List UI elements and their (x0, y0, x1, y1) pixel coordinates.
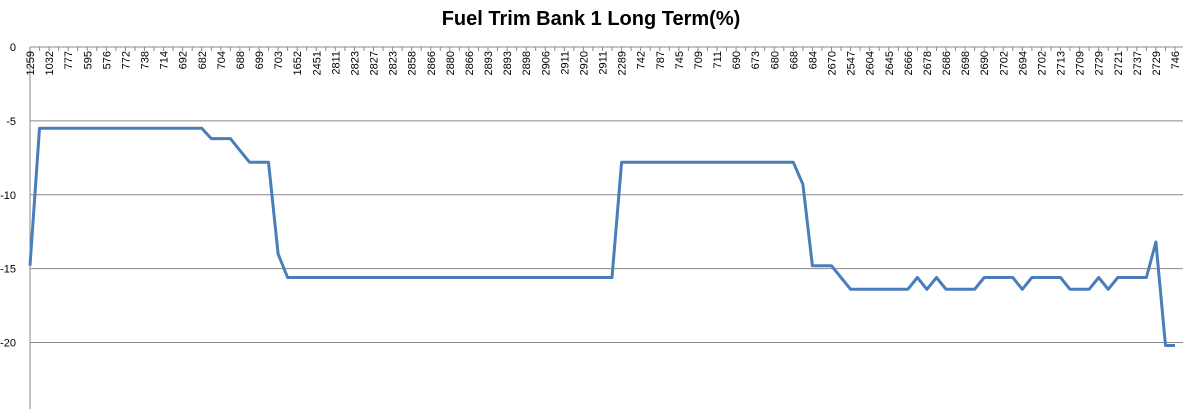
x-tick-label: 711 (712, 51, 724, 69)
x-tick-label: 2713 (1056, 51, 1068, 75)
x-tick-label: 2702 (1036, 51, 1048, 75)
x-tick-label: 2880 (445, 51, 457, 75)
x-tick-label: 2866 (464, 51, 476, 75)
x-tick-label: 2858 (407, 51, 419, 75)
x-tick-label: 1652 (292, 51, 304, 75)
x-tick-label: 704 (216, 51, 228, 69)
x-tick-label: 2547 (846, 51, 858, 75)
x-tick-label: 2698 (960, 51, 972, 75)
x-tick-label: 2709 (1075, 51, 1087, 75)
x-tick-label: 2666 (903, 51, 915, 75)
x-tick-label: 2729 (1151, 51, 1163, 75)
x-tick-label: 595 (82, 51, 94, 69)
x-tick-label: 2686 (941, 51, 953, 75)
x-tick-label: 2694 (1017, 51, 1029, 75)
x-tick-label: 714 (159, 51, 171, 69)
x-tick-label: 2451 (311, 51, 323, 75)
x-tick-label: 745 (674, 51, 686, 69)
x-tick-label: 2911 (559, 51, 571, 75)
data-line (28, 126, 1175, 347)
y-tick-label: -15 (0, 264, 16, 276)
y-tick-label: 0 (10, 42, 16, 54)
x-tick-label: 2737 (1132, 51, 1144, 75)
x-tick-label: 2670 (827, 51, 839, 75)
x-tick-label: 673 (750, 51, 762, 69)
x-tick-label: 576 (101, 51, 113, 69)
x-tick-label: 2690 (979, 51, 991, 75)
x-tick-label: 688 (235, 51, 247, 69)
x-tick-label: 787 (655, 51, 667, 69)
x-tick-label: 2893 (483, 51, 495, 75)
x-tick-label: 2898 (521, 51, 533, 75)
y-tick-label: -20 (0, 338, 16, 350)
x-tick-label: 2702 (998, 51, 1010, 75)
x-tick-label: 2823 (388, 51, 400, 75)
x-tick-label: 2827 (369, 51, 381, 75)
x-tick-label: 680 (769, 51, 781, 69)
x-tick-label: 703 (273, 51, 285, 69)
x-tick-label: 2604 (865, 51, 877, 75)
x-tick-label: 777 (63, 51, 75, 69)
x-tick-label: 2906 (540, 51, 552, 75)
x-tick-label: 772 (120, 51, 132, 69)
x-tick-label: 682 (197, 51, 209, 69)
x-tick-label: 692 (178, 51, 190, 69)
x-tick-label: 1259 (25, 51, 37, 75)
x-tick-label: 2823 (349, 51, 361, 75)
x-tick-label: 2866 (426, 51, 438, 75)
x-tick-label: 2911 (598, 51, 610, 75)
x-tick-label: 746 (1170, 51, 1182, 69)
x-tick-label: 2729 (1094, 51, 1106, 75)
x-tick-label: 2289 (617, 51, 629, 75)
x-tick-label: 668 (788, 51, 800, 69)
x-tick-label: 738 (140, 51, 152, 69)
x-tick-label: 1032 (44, 51, 56, 75)
y-tick-label: -10 (0, 190, 16, 202)
x-tick-label: 690 (731, 51, 743, 69)
x-tick-label: 709 (693, 51, 705, 69)
x-tick-label: 2645 (884, 51, 896, 75)
y-tick-label: -5 (6, 116, 16, 128)
x-tick-label: 2811 (330, 51, 342, 75)
x-tick-label: 684 (807, 51, 819, 69)
x-tick-label: 699 (254, 51, 266, 69)
x-tick-label: 2893 (502, 51, 514, 75)
x-tick-label: 2920 (578, 51, 590, 75)
chart-title: Fuel Trim Bank 1 Long Term(%) (442, 8, 741, 30)
x-tick-label: 2721 (1113, 51, 1125, 75)
x-tick-label: 742 (636, 51, 648, 69)
x-tick-label: 2678 (922, 51, 934, 75)
